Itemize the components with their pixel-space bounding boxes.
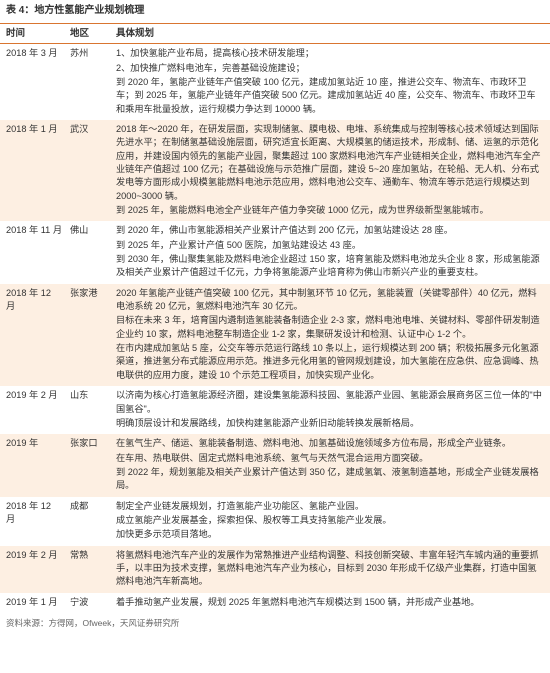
table-row: 2018 年 12 月成都制定全产业链发展规划，打造氢能产业功能区、氢能产业园。… — [0, 497, 550, 546]
cell-region: 苏州 — [68, 44, 114, 120]
header-region: 地区 — [68, 24, 114, 44]
content-line: 制定全产业链发展规划，打造氢能产业功能区、氢能产业园。 — [116, 500, 544, 513]
cell-time: 2018 年 12 月 — [0, 284, 68, 386]
cell-region: 山东 — [68, 386, 114, 434]
table-row: 2019 年 2 月山东以济南为核心打造氢能源经济圈，建设集氢能源科技园、氢能源… — [0, 386, 550, 434]
table-row: 2018 年 3 月苏州1、加快氢能产业布局，提高核心技术研发能理； 2、加快推广… — [0, 44, 550, 120]
cell-time: 2018 年 3 月 — [0, 44, 68, 120]
cell-region: 成都 — [68, 497, 114, 546]
content-line: 2018 年～2020 年，在研发层面，实现制储氢、膜电极、电堆、系统集成与控制… — [116, 123, 544, 203]
table-row: 2019 年张家口在氢气生产、储运、氢能装备制造、燃料电池、加氢基础设施领域多方… — [0, 434, 550, 496]
cell-content: 2018 年～2020 年，在研发层面，实现制储氢、膜电极、电堆、系统集成与控制… — [114, 120, 550, 221]
cell-region: 佛山 — [68, 221, 114, 283]
cell-region: 张家港 — [68, 284, 114, 386]
cell-content: 着手推动氢产业发展，规划 2025 年氢燃料电池汽车规模达到 1500 辆，并形… — [114, 593, 550, 613]
cell-time: 2019 年 2 月 — [0, 546, 68, 593]
cell-content: 以济南为核心打造氢能源经济圈，建设集氢能源科技园、氢能源产业园、氢能源会展商务区… — [114, 386, 550, 434]
cell-content: 将氢燃料电池汽车产业的发展作为常熟推进产业结构调整、科技创新突破、丰富年轻汽车城… — [114, 546, 550, 593]
table-row: 2018 年 1 月武汉2018 年～2020 年，在研发层面，实现制储氢、膜电… — [0, 120, 550, 221]
content-line: 以济南为核心打造氢能源经济圈，建设集氢能源科技园、氢能源产业园、氢能源会展商务区… — [116, 389, 544, 416]
content-line: 到 2020 年，氢能产业链年产值突破 100 亿元，建成加氢站近 10 座，推… — [116, 76, 544, 116]
cell-time: 2018 年 1 月 — [0, 120, 68, 221]
cell-time: 2019 年 — [0, 434, 68, 496]
table-body: 2018 年 3 月苏州1、加快氢能产业布局，提高核心技术研发能理； 2、加快推广… — [0, 44, 550, 613]
cell-time: 2019 年 1 月 — [0, 593, 68, 613]
content-line: 到 2022 年，规划氢能及相关产业累计产值达到 350 亿，建成氢氧、液氢制造… — [116, 466, 544, 493]
content-line: 1、加快氢能产业布局，提高核心技术研发能理； — [116, 47, 544, 60]
cell-region: 常熟 — [68, 546, 114, 593]
content-line: 在市内建成加氢站 5 座，公交车等示范运行路线 10 条以上，运行规模达到 20… — [116, 342, 544, 382]
content-line: 在车用、热电联供、固定式燃料电池系统、氢气与天然气混合运用方面突破。 — [116, 452, 544, 465]
table-header: 时间 地区 具体规划 — [0, 23, 550, 45]
cell-time: 2018 年 11 月 — [0, 221, 68, 283]
content-line: 到 2030 年，佛山聚集氢能及燃料电池企业超过 150 家，培育氢能及燃料电池… — [116, 253, 544, 280]
table-row: 2019 年 1 月宁波着手推动氢产业发展，规划 2025 年氢燃料电池汽车规模… — [0, 593, 550, 613]
content-line: 明确顶层设计和发展路线，加快构建氢能源产业新旧动能转换发展新格局。 — [116, 417, 544, 430]
content-line: 到 2025 年，氢能燃料电池全产业链年产值力争突破 1000 亿元，成为世界级… — [116, 204, 544, 217]
table-row: 2018 年 11 月佛山到 2020 年，佛山市氢能源相关产业累计产值达到 2… — [0, 221, 550, 283]
cell-region: 武汉 — [68, 120, 114, 221]
cell-content: 在氢气生产、储运、氢能装备制造、燃料电池、加氢基础设施领域多方位布局，形成全产业… — [114, 434, 550, 496]
content-line: 成立氢能产业发展基金，探索担保、股权等工具支持氢能产业发展。 — [116, 514, 544, 527]
cell-content: 到 2020 年，佛山市氢能源相关产业累计产值达到 200 亿元，加氢站建设达 … — [114, 221, 550, 283]
cell-time: 2019 年 2 月 — [0, 386, 68, 434]
header-time: 时间 — [0, 24, 68, 44]
content-line: 到 2020 年，佛山市氢能源相关产业累计产值达到 200 亿元，加氢站建设达 … — [116, 224, 544, 237]
cell-region: 宁波 — [68, 593, 114, 613]
content-line: 着手推动氢产业发展，规划 2025 年氢燃料电池汽车规模达到 1500 辆，并形… — [116, 596, 544, 609]
table-title: 表 4：地方性氢能产业规划梳理 — [0, 0, 550, 23]
content-line: 在氢气生产、储运、氢能装备制造、燃料电池、加氢基础设施领域多方位布局，形成全产业… — [116, 437, 544, 450]
table-row: 2018 年 12 月张家港2020 年氢能产业链产值突破 100 亿元，其中制… — [0, 284, 550, 386]
cell-content: 制定全产业链发展规划，打造氢能产业功能区、氢能产业园。成立氢能产业发展基金，探索… — [114, 497, 550, 546]
content-line: 目标在未来 3 年，培育国内遴制造氢能装备制造企业 2-3 家，燃料电池电堆、关… — [116, 314, 544, 341]
cell-content: 1、加快氢能产业布局，提高核心技术研发能理； 2、加快推广燃料电池车，完善基础设施… — [114, 44, 550, 120]
content-line: 将氢燃料电池汽车产业的发展作为常熟推进产业结构调整、科技创新突破、丰富年轻汽车城… — [116, 549, 544, 589]
header-content: 具体规划 — [114, 24, 550, 44]
content-line: 2020 年氢能产业链产值突破 100 亿元，其中制氢环节 10 亿元，氢能装置… — [116, 287, 544, 314]
content-line: 2、加快推广燃料电池车，完善基础设施建设； — [116, 62, 544, 75]
source-footnote: 资料来源：方得网，Ofweek，天风证券研究所 — [0, 613, 550, 631]
cell-content: 2020 年氢能产业链产值突破 100 亿元，其中制氢环节 10 亿元，氢能装置… — [114, 284, 550, 386]
cell-region: 张家口 — [68, 434, 114, 496]
cell-time: 2018 年 12 月 — [0, 497, 68, 546]
content-line: 到 2025 年，产业累计产值 500 医院，加氢站建设达 43 座。 — [116, 239, 544, 252]
content-line: 加快更多示范项目落地。 — [116, 528, 544, 541]
table-row: 2019 年 2 月常熟将氢燃料电池汽车产业的发展作为常熟推进产业结构调整、科技… — [0, 546, 550, 593]
